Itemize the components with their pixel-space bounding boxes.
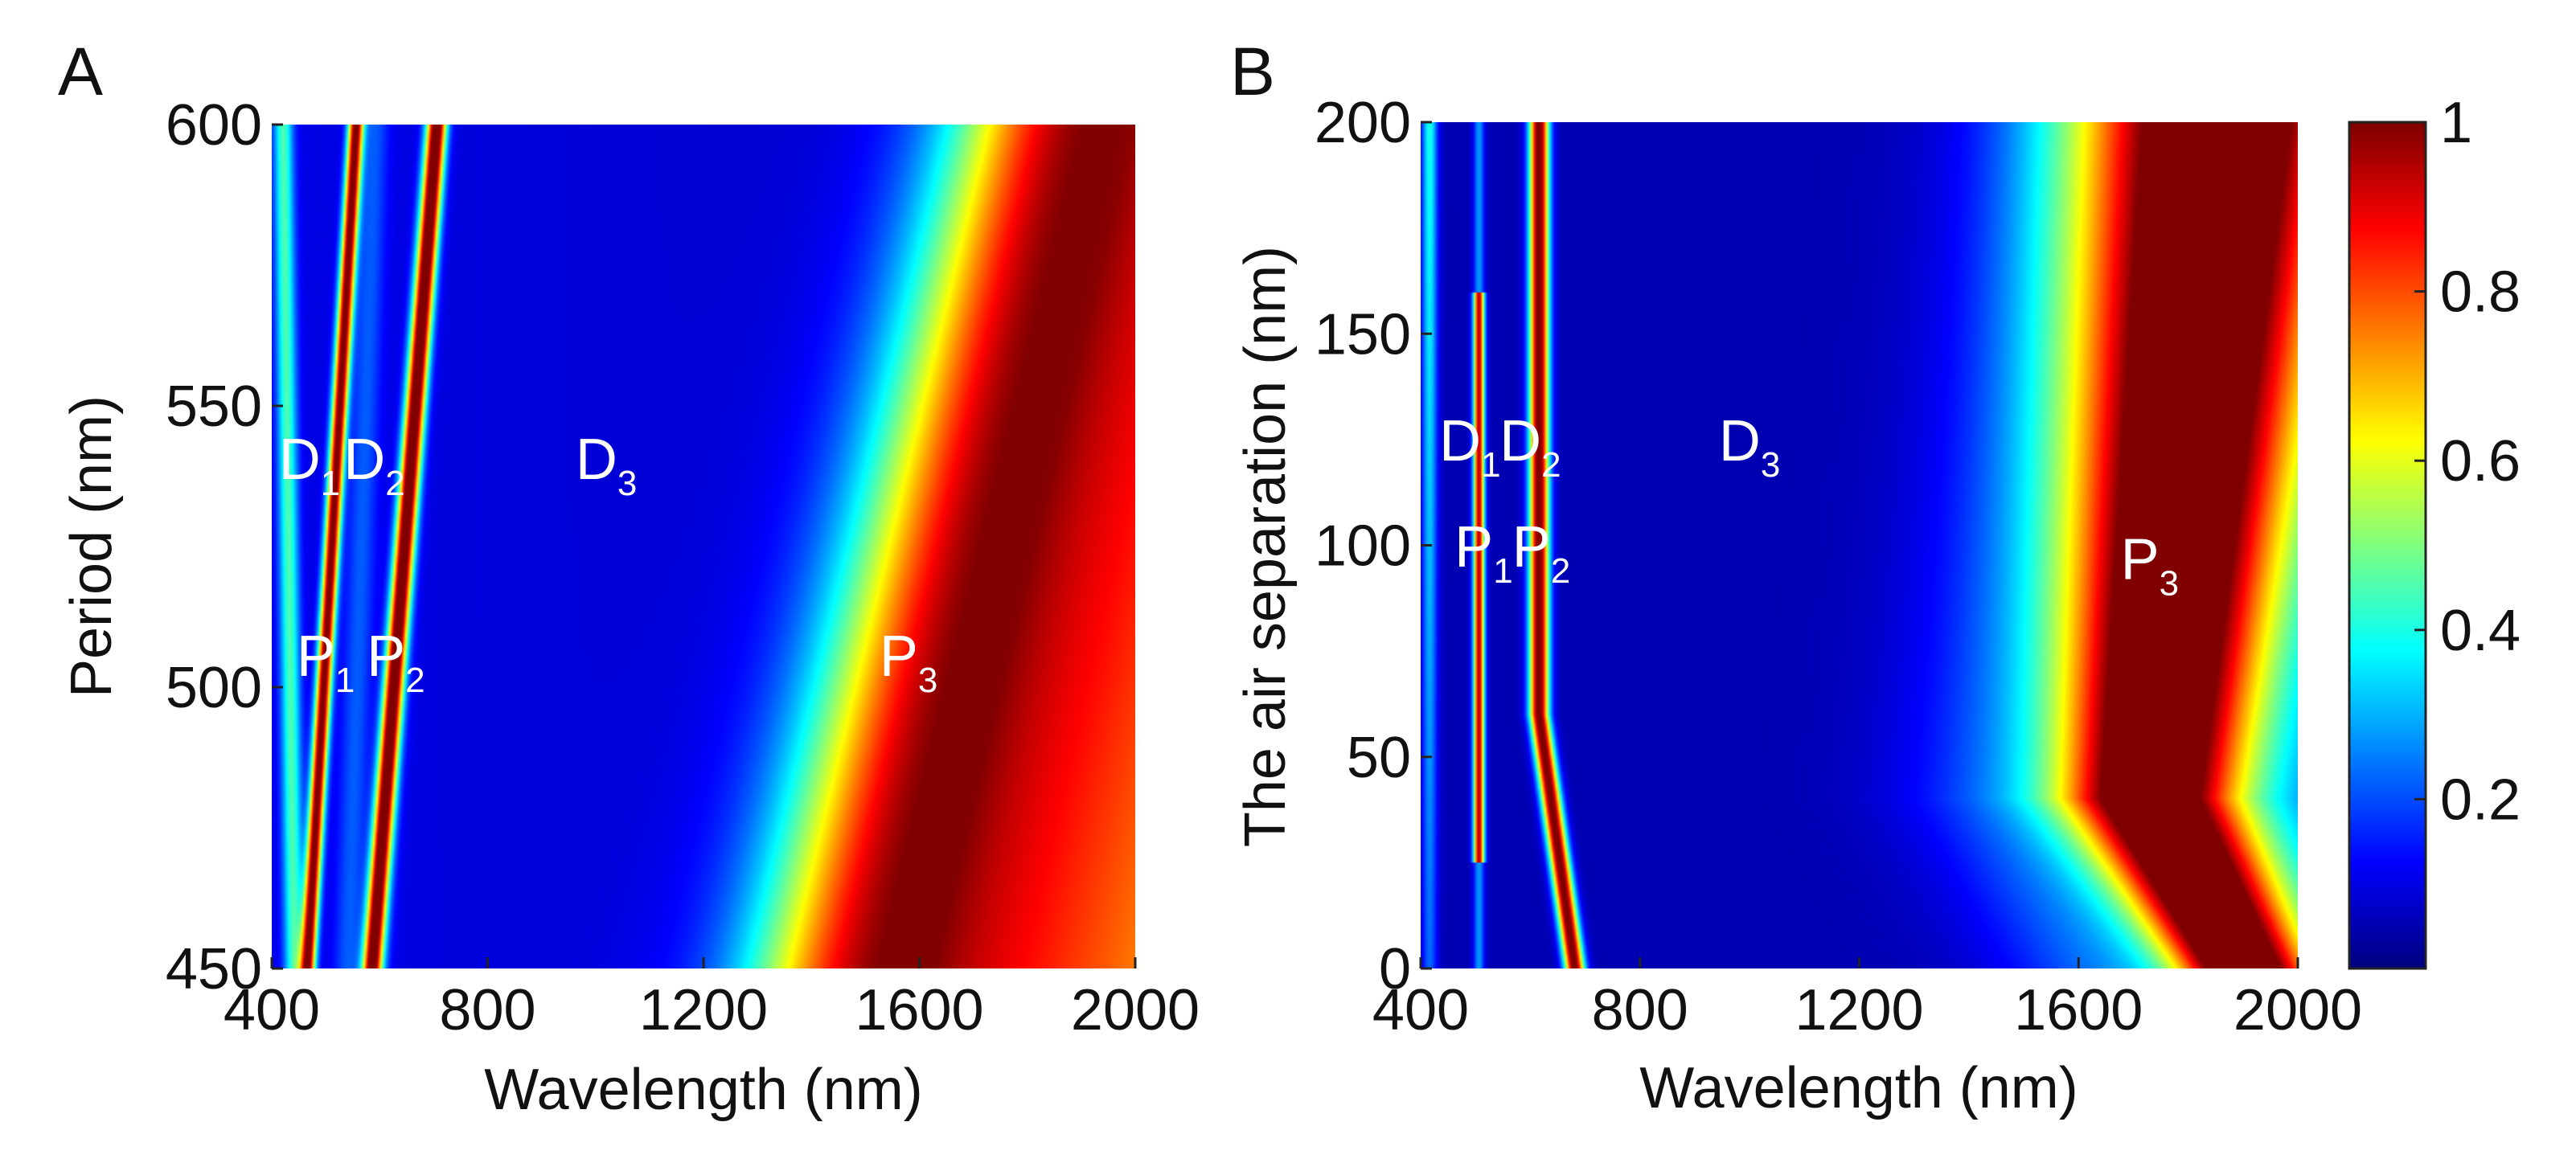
panel-a-ytick-label: 450 [166, 937, 262, 1001]
panel-b-ytick-label: 0 [1379, 937, 1411, 1001]
panel-a-ytick-label: 500 [166, 656, 262, 720]
panel-b-heatmap [1421, 122, 2298, 968]
panel-b-xtick-label: 1600 [2014, 978, 2143, 1042]
panel-a-label-d1: D1 [279, 428, 340, 503]
panel-b-xtick-label: 800 [1592, 978, 1688, 1042]
panel-a-label-d3: D3 [576, 428, 637, 503]
panel-b-ylabel: The air separation (nm) [1233, 246, 1298, 847]
panel-b-label-d2: D2 [1499, 409, 1561, 485]
panel-b-ytick-label: 150 [1315, 302, 1411, 366]
panel-a-heatmap [272, 125, 1135, 968]
colorbar: 0.2 0.4 0.6 0.8 1 [2348, 91, 2521, 970]
colorbar-tick-label: 0.8 [2440, 260, 2521, 325]
panel-b-label-p2: P2 [1512, 515, 1571, 591]
panel-b-label-p1: P1 [1454, 515, 1513, 591]
colorbar-tick-label: 0.6 [2440, 429, 2521, 493]
panel-b-ytick-label: 100 [1315, 514, 1411, 579]
colorbar-ticks: 0.2 0.4 0.6 0.8 1 [2414, 91, 2521, 832]
panel-a: A 400 800 1200 1600 2000 450 500 550 600 D1 D2 D3 P… [58, 34, 1200, 1122]
panel-a-xtick-label: 2000 [1071, 978, 1200, 1042]
panel-a-label-p3: P3 [880, 624, 938, 700]
colorbar-tick-label: 1 [2440, 91, 2472, 155]
panel-b-ytick-label: 200 [1315, 91, 1411, 155]
panel-b-label-d1: D1 [1439, 409, 1500, 485]
colorbar-tick-label: 0.4 [2440, 599, 2521, 663]
panel-a-xtick-label: 1200 [639, 978, 768, 1042]
panel-b-label-p3: P3 [2121, 528, 2180, 604]
panel-a-label-p2: P2 [367, 624, 425, 700]
panel-b-letter: B [1230, 34, 1275, 109]
panel-b-axes: 400 800 1200 1600 2000 0 50 100 150 200 [1315, 91, 2362, 1042]
panel-a-label-p1: P1 [297, 624, 355, 700]
colorbar-frame [2348, 121, 2427, 970]
panel-a-xtick-label: 400 [224, 978, 320, 1042]
panel-b-xlabel: Wavelength (nm) [1639, 1056, 2078, 1120]
panel-a-ytick-label: 550 [166, 375, 262, 439]
panel-b-xtick-label: 1200 [1795, 978, 1923, 1042]
panel-b-xtick-label: 2000 [2233, 978, 2362, 1042]
colorbar-tick-label: 0.2 [2440, 768, 2521, 832]
panel-a-region-labels: D1 D2 D3 P1 P2 P3 [279, 428, 938, 700]
panel-a-label-d2: D2 [343, 428, 404, 503]
panel-a-xtick-label: 800 [439, 978, 535, 1042]
panel-a-xtick-label: 1600 [855, 978, 983, 1042]
colorbar-gradient [2349, 122, 2426, 968]
panel-b-label-d3: D3 [1719, 409, 1780, 485]
panel-a-ytick-label: 600 [166, 93, 262, 158]
panel-a-ylabel: Period (nm) [59, 395, 124, 698]
panel-a-axes: 400 800 1200 1600 2000 450 500 550 600 [166, 93, 1200, 1042]
panel-b-xtick-label: 400 [1372, 978, 1469, 1042]
panel-a-xlabel: Wavelength (nm) [484, 1058, 923, 1122]
panel-b-ytick-label: 50 [1347, 726, 1411, 790]
panel-a-letter: A [58, 34, 103, 109]
